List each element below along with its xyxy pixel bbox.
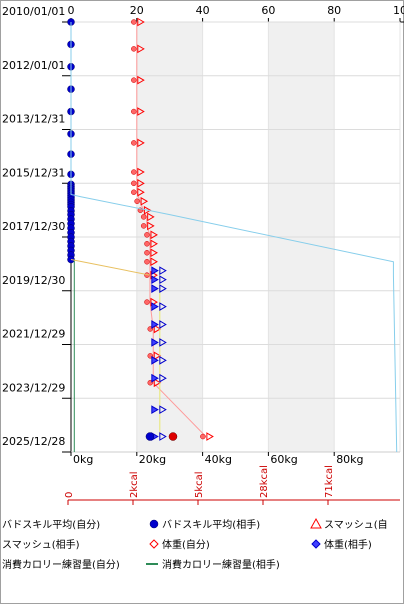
weight-opponent-point-1	[159, 275, 167, 285]
weight-opponent-solid-point-0	[151, 266, 159, 276]
kcal-axis-label-0: 0	[64, 492, 75, 498]
kcal-axis-label-2: 5kcal	[194, 471, 205, 498]
smash-self-point-12	[150, 230, 158, 240]
legend-label-2: スマッシュ(自	[324, 518, 388, 531]
weight-self-point-4	[131, 140, 137, 146]
weight-axis-label-0: 0kg	[73, 453, 93, 466]
y-axis-label-8: 2025/12/28	[2, 435, 65, 448]
kcal-axis-label-1: 2kcal	[129, 471, 140, 498]
weight-self-point-6	[131, 180, 137, 187]
series-line-3	[70, 22, 398, 453]
latest-opponent-point	[145, 432, 155, 441]
weight-self-point-5	[131, 169, 137, 175]
weight-opponent-solid-point-6	[151, 355, 159, 365]
smash-self-point-8	[140, 196, 149, 206]
y-axis-label-2: 2013/12/31	[2, 113, 65, 126]
legend-label-3: スマッシュ(相手)	[2, 538, 80, 551]
weight-opponent-point-0	[159, 266, 167, 276]
y-axis-label-3: 2015/12/31	[2, 166, 65, 179]
weight-self-point-13	[144, 241, 150, 247]
legend-marker-2	[310, 517, 322, 529]
smash-self-point-15	[150, 257, 158, 267]
weight-axis-label-3: 60kg	[270, 453, 297, 466]
y-axis-label-6: 2021/12/29	[2, 328, 65, 341]
smash-self-point-6	[137, 178, 145, 188]
smash-self-point-21	[206, 432, 214, 441]
smash-self-point-3	[137, 107, 145, 116]
connector-line	[70, 259, 151, 276]
legend-marker-5	[311, 539, 321, 549]
smash-self-point-11	[147, 221, 155, 231]
y-axis-label-4: 2017/12/30	[2, 220, 65, 233]
y-axis-label-5: 2019/12/30	[2, 274, 65, 287]
weight-self-point-1	[131, 46, 137, 52]
weight-self-point-12	[144, 232, 150, 238]
weight-self-point-2	[131, 77, 137, 83]
legend-label-7: 消費カロリー練習量(相手)	[162, 558, 280, 571]
weight-opponent-point-8	[159, 405, 167, 415]
kcal-axis-label-4: 71kcal	[324, 465, 335, 498]
weight-self-point-15	[144, 258, 150, 265]
weight-opponent-solid-point-4	[151, 320, 159, 329]
smash-self-point-10	[147, 212, 155, 222]
y-axis-label-1: 2012/01/01	[2, 59, 65, 72]
smash-self-point-0	[137, 17, 145, 27]
legend-label-0: バドスキル平均(自分)	[2, 518, 100, 531]
smash-self-point-7	[137, 187, 145, 197]
weight-opponent-solid-point-3	[151, 302, 159, 311]
weight-axis-label-2: 40kg	[205, 453, 232, 466]
smash-self-point-9	[143, 205, 152, 215]
y-axis-label-7: 2023/12/29	[2, 381, 65, 394]
weight-axis-label-1: 20kg	[139, 453, 166, 466]
smash-self-point-19	[153, 351, 162, 361]
weight-opponent-solid-point-8	[151, 405, 159, 415]
weight-opponent-solid-point-1	[151, 275, 159, 285]
legend-label-6: 消費カロリー練習量(自分)	[2, 558, 120, 571]
top-axis-label-0: 0	[68, 4, 75, 17]
weight-axis-label-4: 80kg	[336, 453, 363, 466]
weight-opponent-solid-point-7	[151, 373, 159, 383]
top-axis-label-3: 60	[261, 4, 275, 17]
legend-marker-1	[149, 519, 159, 529]
legend-marker-4	[149, 539, 159, 549]
weight-opponent-point-2	[159, 284, 167, 293]
legend-label-5: 体重(相手)	[324, 538, 372, 551]
legend-label-1: バドスキル平均(相手)	[162, 518, 260, 531]
weight-self-point-8	[134, 198, 140, 205]
y-axis-label-0: 2010/01/01	[2, 5, 65, 18]
weight-self-point-21	[200, 433, 206, 440]
legend-label-4: 体重(自分)	[162, 538, 210, 551]
smash-self-point-1	[137, 44, 145, 54]
smash-self-point-2	[137, 75, 145, 85]
smash-self-point-4	[137, 138, 145, 148]
top-axis-label-5: 10	[393, 4, 404, 17]
weight-self-point-14	[144, 250, 150, 256]
weight-opponent-solid-point-5	[151, 338, 159, 347]
top-axis-label-4: 80	[327, 4, 341, 17]
smash-self-point-5	[137, 167, 145, 177]
weight-opponent-point-9	[159, 432, 167, 441]
weight-self-point-7	[131, 189, 137, 195]
smash-self-point-20	[153, 378, 162, 388]
smash-self-point-13	[150, 239, 158, 249]
weight-self-point-17	[144, 299, 150, 305]
kcal-axis-label-3: 28kcal	[259, 465, 270, 498]
top-axis-label-1: 20	[130, 4, 144, 17]
smash-self-point-14	[150, 248, 158, 258]
latest-point	[168, 432, 178, 441]
weight-opponent-point-4	[159, 320, 167, 329]
weight-opponent-point-3	[159, 302, 167, 311]
weight-opponent-point-6	[159, 355, 167, 365]
weight-self-point-10	[140, 214, 147, 220]
weight-opponent-point-5	[159, 338, 167, 347]
weight-self-point-3	[131, 108, 137, 115]
weight-opponent-solid-point-2	[151, 284, 159, 293]
smash-self-point-18	[153, 324, 162, 334]
top-axis-label-2: 40	[196, 4, 210, 17]
weight-self-point-11	[140, 223, 147, 229]
smash-self-line	[136, 22, 207, 437]
weight-self-point-0	[131, 19, 137, 25]
weight-opponent-point-7	[159, 373, 167, 383]
